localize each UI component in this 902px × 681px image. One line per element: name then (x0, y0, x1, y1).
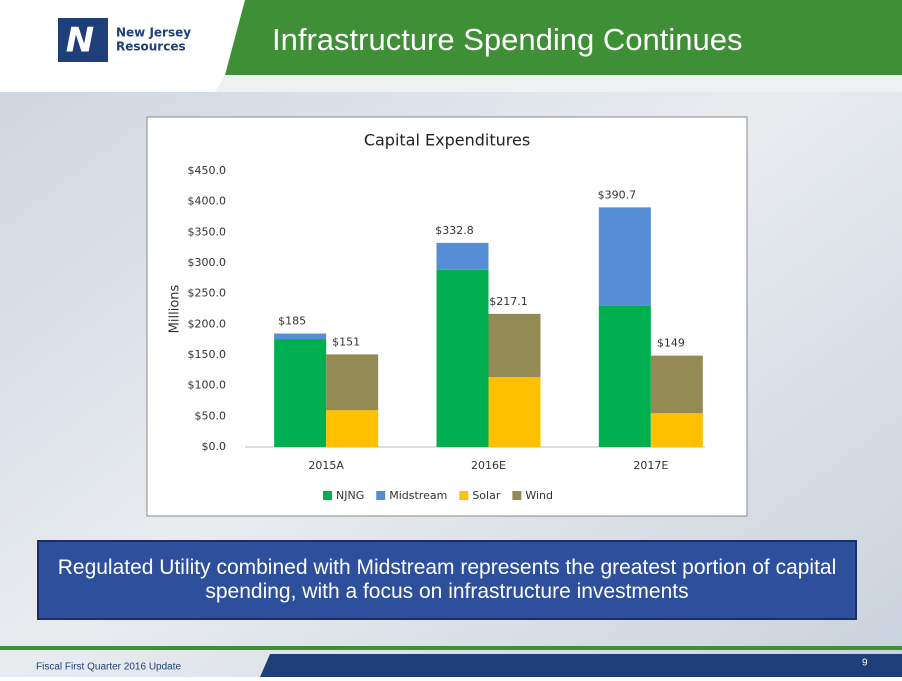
bar-segment (436, 269, 489, 447)
y-axis-label: Millions (168, 284, 183, 333)
bar-segment (488, 313, 541, 378)
footer-bar (260, 654, 902, 677)
total-label: $151 (332, 335, 360, 348)
y-tick-label: $50.0 (195, 409, 227, 422)
legend-swatch (376, 491, 386, 500)
bar-segment (274, 339, 327, 447)
total-label: $390.7 (598, 188, 637, 201)
bar-segment (326, 354, 379, 411)
legend-label: Wind (525, 489, 553, 502)
callout-wrap: Regulated Utility combined with Midstrea… (57, 556, 837, 603)
total-label: $332.8 (435, 224, 474, 237)
header-bar (225, 0, 902, 75)
y-tick-label: $400.0 (188, 195, 227, 208)
bar-segment (598, 305, 651, 447)
logo-letter: N (66, 21, 94, 61)
y-tick-label: $300.0 (188, 256, 227, 269)
bar-segment (488, 377, 541, 447)
y-tick-label: $0.0 (202, 440, 227, 453)
callout-box (37, 540, 857, 620)
header-band (215, 75, 902, 92)
x-tick-label: 2017E (633, 459, 668, 472)
y-tick-label: $150.0 (188, 348, 227, 361)
total-label: $217.1 (489, 295, 528, 308)
y-tick-label: $100.0 (188, 379, 227, 392)
x-tick-label: 2016E (471, 459, 506, 472)
logo-mark (58, 18, 108, 62)
slide-title: Infrastructure Spending Continues (272, 22, 742, 57)
y-tick-label: $450.0 (188, 164, 227, 177)
logo-text: Resources (116, 40, 186, 54)
bar-segment (326, 410, 379, 447)
chart-title: Capital Expenditures (364, 131, 530, 150)
y-tick-label: $200.0 (188, 317, 227, 330)
footer-text: Fiscal First Quarter 2016 Update (36, 662, 181, 673)
page-number: 9 (862, 658, 868, 669)
legend-label: Midstream (389, 489, 447, 502)
legend-label: NJNG (336, 489, 364, 502)
bar-segment (650, 413, 703, 447)
legend-swatch (512, 491, 522, 500)
bar-segment (274, 333, 327, 340)
total-label: $185 (278, 315, 306, 328)
bar-segment (436, 242, 489, 270)
y-tick-label: $350.0 (188, 225, 227, 238)
legend-swatch (459, 491, 469, 500)
callout-text: Regulated Utility combined with Midstrea… (57, 556, 837, 603)
footer-line (0, 646, 902, 650)
x-tick-label: 2015A (308, 459, 344, 472)
bar-segment (598, 207, 651, 306)
bar-segment (650, 355, 703, 414)
legend-label: Solar (472, 489, 501, 502)
chart: Capital Expenditures Millions $0.0 $50.0 $10… (168, 131, 705, 502)
logo-text: New Jersey (116, 26, 191, 40)
legend-swatch (323, 491, 332, 500)
y-tick-label: $250.0 (188, 287, 227, 300)
total-label: $149 (657, 337, 685, 350)
